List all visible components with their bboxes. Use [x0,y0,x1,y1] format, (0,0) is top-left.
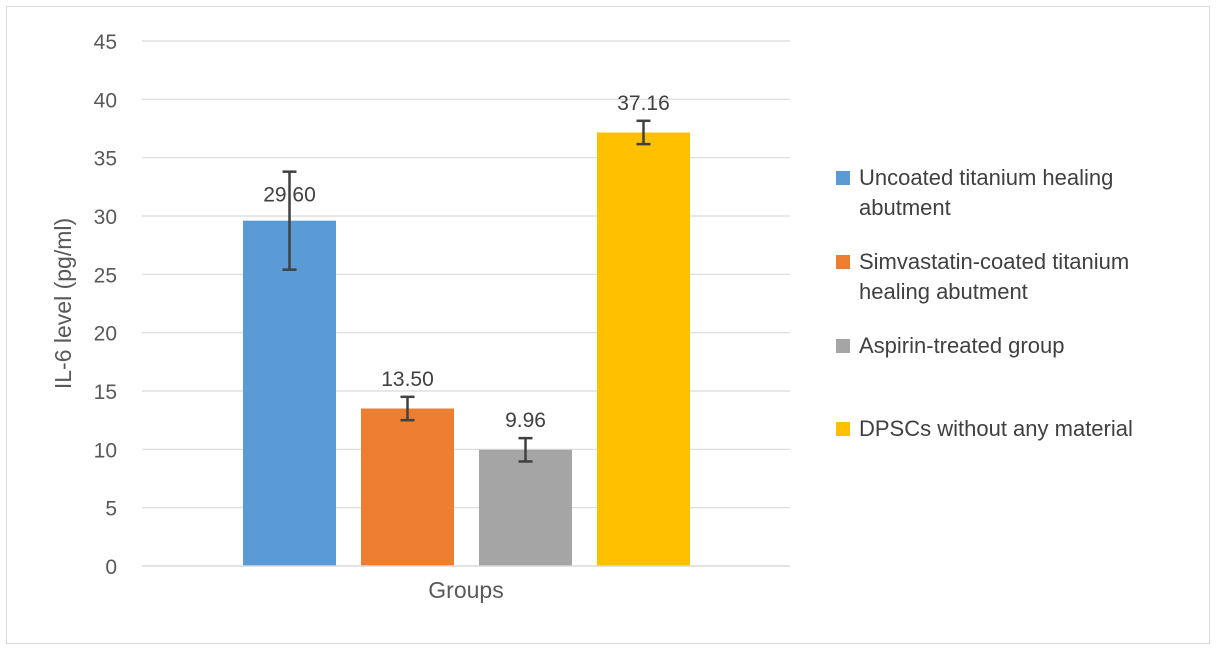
y-tick-label: 20 [94,323,117,346]
y-tick-label: 30 [94,206,117,229]
data-label: 13.50 [381,368,434,391]
data-label: 37.16 [617,92,670,115]
y-tick-label: 25 [94,264,117,287]
bar [243,220,336,566]
legend: Uncoated titanium healing abutment Simvast… [836,165,1133,441]
data-label: 29.60 [263,184,316,207]
bar [479,449,572,566]
data-label: 9.96 [505,409,546,432]
legend-label: Simvastatin-coated titanium [859,249,1129,274]
data-labels: 29.60 13.50 9.96 37.16 [263,92,670,432]
x-axis-label: Groups [428,577,503,603]
legend-label: healing abutment [859,279,1028,304]
gridlines [142,40,790,509]
bars [243,132,690,566]
bar [597,132,690,566]
legend-swatch [836,422,850,436]
legend-label: DPSCs without any material [859,416,1133,441]
legend-label: abutment [859,195,951,220]
error-bars [282,119,651,463]
legend-label: Aspirin-treated group [859,333,1064,358]
y-axis-label: IL-6 level (pg/ml) [50,218,76,389]
y-tick-label: 0 [105,556,117,579]
y-tick-label: 40 [94,89,117,112]
y-axis-ticks: 0 5 10 15 20 25 30 35 40 45 [94,31,117,579]
legend-swatch [836,255,850,269]
legend-label: Uncoated titanium healing [859,165,1113,190]
bar [361,408,454,566]
y-tick-label: 10 [94,439,117,462]
legend-swatch [836,339,850,353]
y-tick-label: 45 [94,31,117,54]
y-tick-label: 35 [94,148,117,171]
legend-swatch [836,171,850,185]
y-tick-label: 5 [105,498,117,521]
y-tick-label: 15 [94,381,117,404]
